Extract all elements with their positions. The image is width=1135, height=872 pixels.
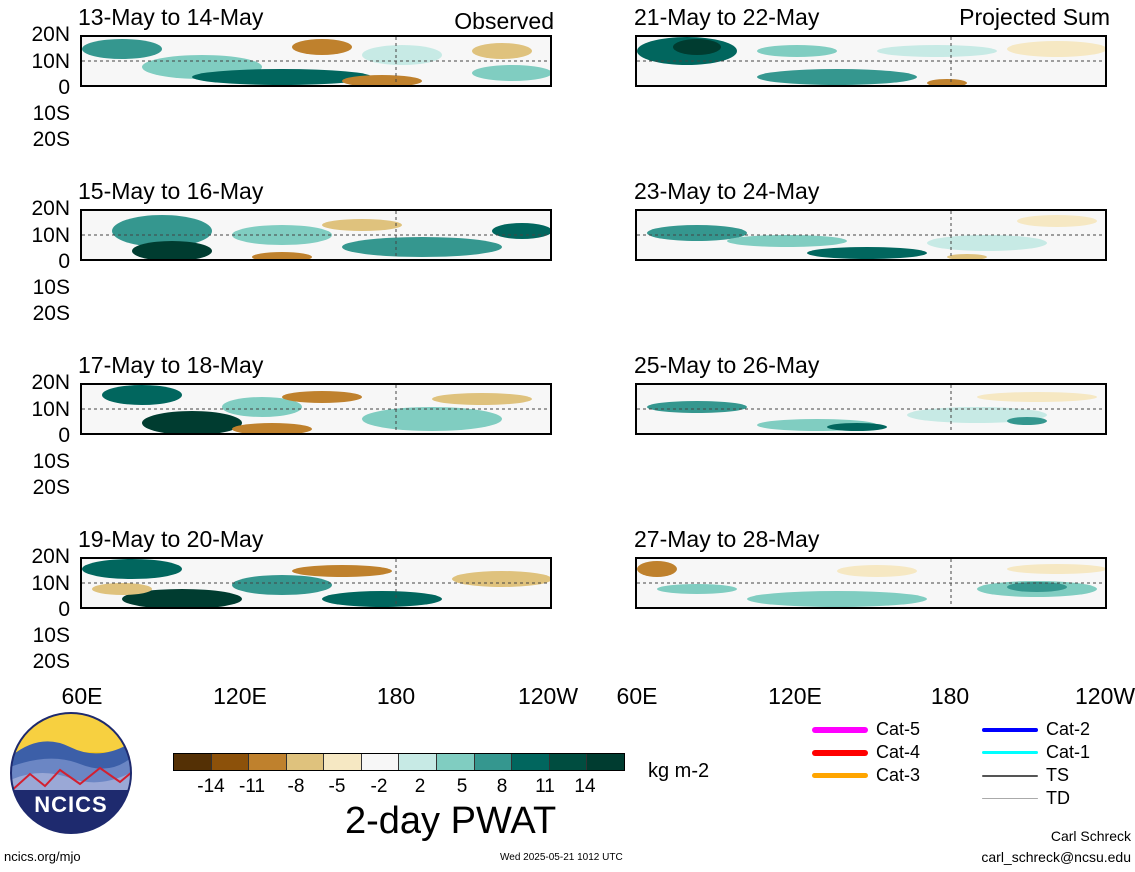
panel-title: 15-May to 16-May bbox=[78, 178, 264, 204]
x-label: 180 bbox=[930, 683, 970, 709]
colorbar-swatch bbox=[549, 754, 588, 770]
legend-item: Cat-2 bbox=[982, 719, 1090, 740]
y-label: 10S bbox=[32, 624, 70, 647]
colorbar-tick: 8 bbox=[496, 776, 508, 797]
y-label: 20S bbox=[32, 476, 70, 499]
x-label: 60E bbox=[61, 683, 103, 709]
y-label: 0 bbox=[58, 250, 70, 273]
legend-item: TD bbox=[982, 788, 1070, 809]
legend-item: Cat-5 bbox=[812, 719, 920, 740]
panel-title: 21-May to 22-May bbox=[634, 4, 820, 30]
footer-link[interactable]: ncics.org/mjo bbox=[4, 849, 81, 864]
legend-label: Cat-5 bbox=[876, 719, 921, 739]
legend-item: Cat-3 bbox=[812, 765, 920, 786]
legend-item: Cat-1 bbox=[982, 742, 1090, 763]
x-label: 180 bbox=[376, 683, 416, 709]
colorbar-tick: 14 bbox=[574, 776, 596, 797]
legend-label: Cat-2 bbox=[1046, 719, 1091, 739]
author-name: Carl Schreck bbox=[1050, 828, 1131, 844]
map-panel bbox=[80, 557, 552, 609]
legend-line bbox=[812, 726, 868, 733]
colorbar-swatch bbox=[474, 754, 513, 770]
panel-title: 27-May to 28-May bbox=[634, 526, 820, 552]
y-label: 20S bbox=[32, 302, 70, 325]
colorbar bbox=[173, 753, 625, 771]
x-label: 60E bbox=[616, 683, 658, 709]
y-label: 20N bbox=[31, 197, 70, 220]
map-panel bbox=[80, 35, 552, 87]
author-email[interactable]: carl_schreck@ncsu.edu bbox=[981, 849, 1131, 865]
timestamp: Wed 2025-05-21 1012 UTC bbox=[500, 852, 623, 863]
legend-line bbox=[982, 751, 1038, 754]
colorbar-swatch bbox=[249, 754, 287, 770]
plot-title: 2-day PWAT bbox=[345, 800, 557, 842]
colorbar-swatch bbox=[437, 754, 475, 770]
legend-label: TS bbox=[1046, 765, 1070, 785]
observed-label: Observed bbox=[454, 8, 554, 34]
colorbar-swatch bbox=[211, 754, 250, 770]
colorbar-tick: -11 bbox=[238, 776, 266, 797]
colorbar-swatch bbox=[286, 754, 325, 770]
legend-line bbox=[812, 749, 868, 756]
y-label: 0 bbox=[58, 76, 70, 99]
y-label: 20S bbox=[32, 650, 70, 673]
y-label: 20N bbox=[31, 23, 70, 46]
legend-line bbox=[982, 774, 1038, 777]
y-label: 10N bbox=[31, 50, 70, 73]
legend-label: Cat-4 bbox=[876, 742, 921, 762]
colorbar-tick: -2 bbox=[370, 776, 388, 797]
panel-title: 13-May to 14-May bbox=[78, 4, 264, 30]
legend-item: TS bbox=[982, 765, 1069, 786]
colorbar-tick: -14 bbox=[197, 776, 225, 797]
x-label: 120E bbox=[213, 683, 267, 709]
legend-line bbox=[982, 798, 1038, 799]
colorbar-tick: -5 bbox=[328, 776, 346, 797]
legend-line bbox=[982, 727, 1038, 732]
colorbar-swatch bbox=[361, 754, 400, 770]
y-label: 20N bbox=[31, 545, 70, 568]
colorbar-swatch bbox=[399, 754, 438, 770]
colorbar-swatch bbox=[324, 754, 362, 770]
map-panel bbox=[80, 209, 552, 261]
projected-label: Projected Sum bbox=[959, 4, 1110, 30]
legend-label: Cat-3 bbox=[876, 765, 921, 785]
y-label: 20N bbox=[31, 371, 70, 394]
y-label: 10S bbox=[32, 102, 70, 125]
legend-label: Cat-1 bbox=[1046, 742, 1091, 762]
map-panel bbox=[80, 383, 552, 435]
panel-title: 17-May to 18-May bbox=[78, 352, 264, 378]
x-label: 120W bbox=[517, 683, 579, 709]
panel-title: 23-May to 24-May bbox=[634, 178, 820, 204]
colorbar-tick: 5 bbox=[456, 776, 468, 797]
y-label: 10S bbox=[32, 450, 70, 473]
y-label: 10N bbox=[31, 398, 70, 421]
colorbar-tick: 2 bbox=[414, 776, 426, 797]
map-panel bbox=[635, 557, 1107, 609]
legend-line bbox=[812, 773, 868, 778]
legend-item: Cat-4 bbox=[812, 742, 920, 763]
colorbar-swatch bbox=[174, 754, 212, 770]
ncics-logo: NCICS bbox=[10, 712, 132, 834]
logo-text: NCICS bbox=[34, 792, 108, 817]
y-label: 10N bbox=[31, 572, 70, 595]
y-label: 20S bbox=[32, 128, 70, 151]
y-label: 10N bbox=[31, 224, 70, 247]
colorbar-units: kg m-2 bbox=[648, 760, 710, 782]
map-panel bbox=[635, 383, 1107, 435]
colorbar-swatch bbox=[587, 754, 624, 770]
colorbar-swatch bbox=[512, 754, 550, 770]
y-label: 0 bbox=[58, 598, 70, 621]
map-panel bbox=[635, 209, 1107, 261]
map-panel bbox=[635, 35, 1107, 87]
panel-title: 25-May to 26-May bbox=[634, 352, 820, 378]
x-label: 120E bbox=[768, 683, 822, 709]
colorbar-tick: -8 bbox=[287, 776, 305, 797]
y-label: 0 bbox=[58, 424, 70, 447]
panel-title: 19-May to 20-May bbox=[78, 526, 264, 552]
colorbar-tick: 11 bbox=[535, 776, 555, 797]
legend-label: TD bbox=[1046, 788, 1070, 808]
x-label: 120W bbox=[1075, 683, 1135, 709]
y-label: 10S bbox=[32, 276, 70, 299]
